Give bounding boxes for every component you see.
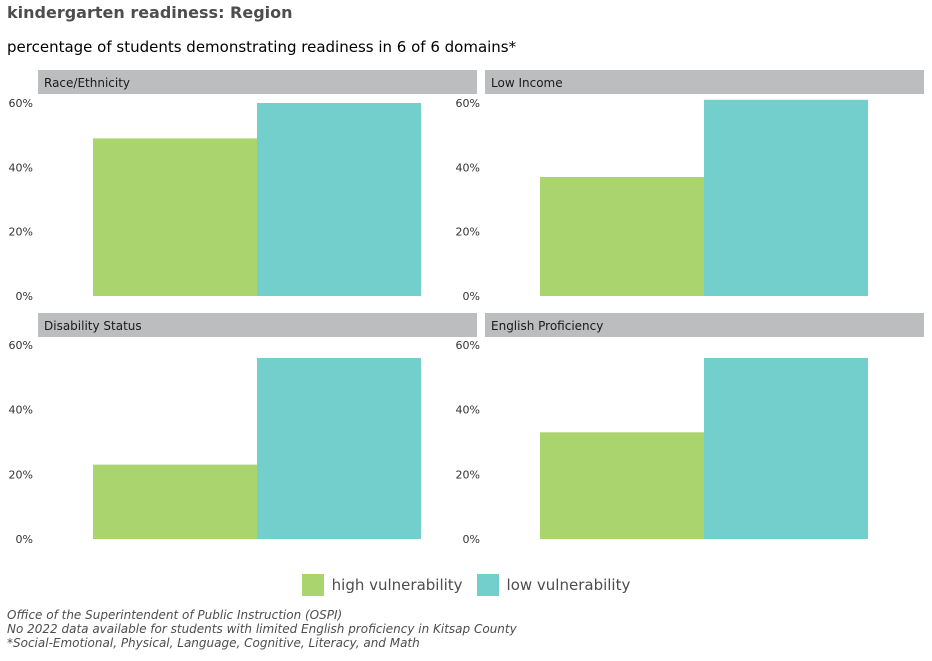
facet-strip-disability-status: [38, 313, 477, 337]
facet-strip-low-income: [485, 70, 924, 94]
legend: high vulnerability low vulnerability: [0, 574, 932, 596]
bar-english-proficiency-low-vulnerability: [704, 357, 868, 539]
y-tick-label-english-proficiency-2: 40%: [456, 404, 480, 417]
y-tick-label-race-ethnicity-1: 20%: [9, 226, 33, 239]
facet-strip-english-proficiency: [485, 313, 924, 337]
legend-swatch-low-vulnerability: [476, 574, 499, 596]
chart-caption: Office of the Superintendent of Public I…: [7, 608, 517, 650]
chart-subtitle: percentage of students demonstrating rea…: [7, 38, 517, 56]
facet-strip-race-ethnicity: [38, 70, 477, 94]
y-tick-label-disability-status-3: 60%: [9, 339, 33, 352]
y-tick-label-english-proficiency-1: 20%: [456, 468, 480, 481]
bar-race-ethnicity-low-vulnerability: [257, 103, 421, 296]
y-tick-label-race-ethnicity-3: 60%: [9, 97, 33, 110]
chart-title: kindergarten readiness: Region: [7, 3, 293, 22]
legend-label-low-vulnerability: low vulnerability: [506, 576, 631, 594]
legend-item-high-vulnerability: high vulnerability: [301, 574, 463, 596]
bar-low-income-low-vulnerability: [704, 99, 868, 297]
caption-note: No 2022 data available for students with…: [7, 622, 517, 636]
y-tick-label-low-income-3: 60%: [456, 97, 480, 110]
facet-label-disability-status: Disability Status: [44, 319, 142, 333]
y-tick-label-low-income-1: 20%: [456, 226, 480, 239]
legend-swatch-high-vulnerability: [301, 574, 324, 596]
facet-label-low-income: Low Income: [491, 76, 563, 90]
y-tick-label-disability-status-2: 40%: [9, 404, 33, 417]
bar-english-proficiency-high-vulnerability: [540, 432, 704, 539]
y-tick-label-disability-status-1: 20%: [9, 468, 33, 481]
caption-source: Office of the Superintendent of Public I…: [7, 608, 343, 622]
caption-footnote: *Social-Emotional, Physical, Language, C…: [7, 636, 420, 650]
faceted-bar-chart: Race/Ethnicity 0% 20% 40% 60% Low Income 0% 20%…: [9, 70, 924, 546]
y-tick-label-race-ethnicity-2: 40%: [9, 161, 33, 174]
bar-disability-status-high-vulnerability: [93, 464, 257, 539]
bar-low-income-high-vulnerability: [540, 176, 704, 296]
bar-disability-status-low-vulnerability: [257, 357, 421, 539]
y-tick-label-english-proficiency-0: 0%: [463, 533, 480, 546]
y-tick-label-english-proficiency-3: 60%: [456, 339, 480, 352]
legend-label-high-vulnerability: high vulnerability: [331, 576, 463, 594]
legend-item-low-vulnerability: low vulnerability: [476, 574, 631, 596]
y-tick-label-low-income-2: 40%: [456, 161, 480, 174]
y-tick-label-disability-status-0: 0%: [16, 533, 33, 546]
y-tick-label-race-ethnicity-0: 0%: [16, 290, 33, 303]
facet-label-race-ethnicity: Race/Ethnicity: [44, 76, 130, 90]
bar-race-ethnicity-high-vulnerability: [93, 138, 257, 296]
y-tick-label-low-income-0: 0%: [463, 290, 480, 303]
facet-label-english-proficiency: English Proficiency: [491, 319, 603, 333]
